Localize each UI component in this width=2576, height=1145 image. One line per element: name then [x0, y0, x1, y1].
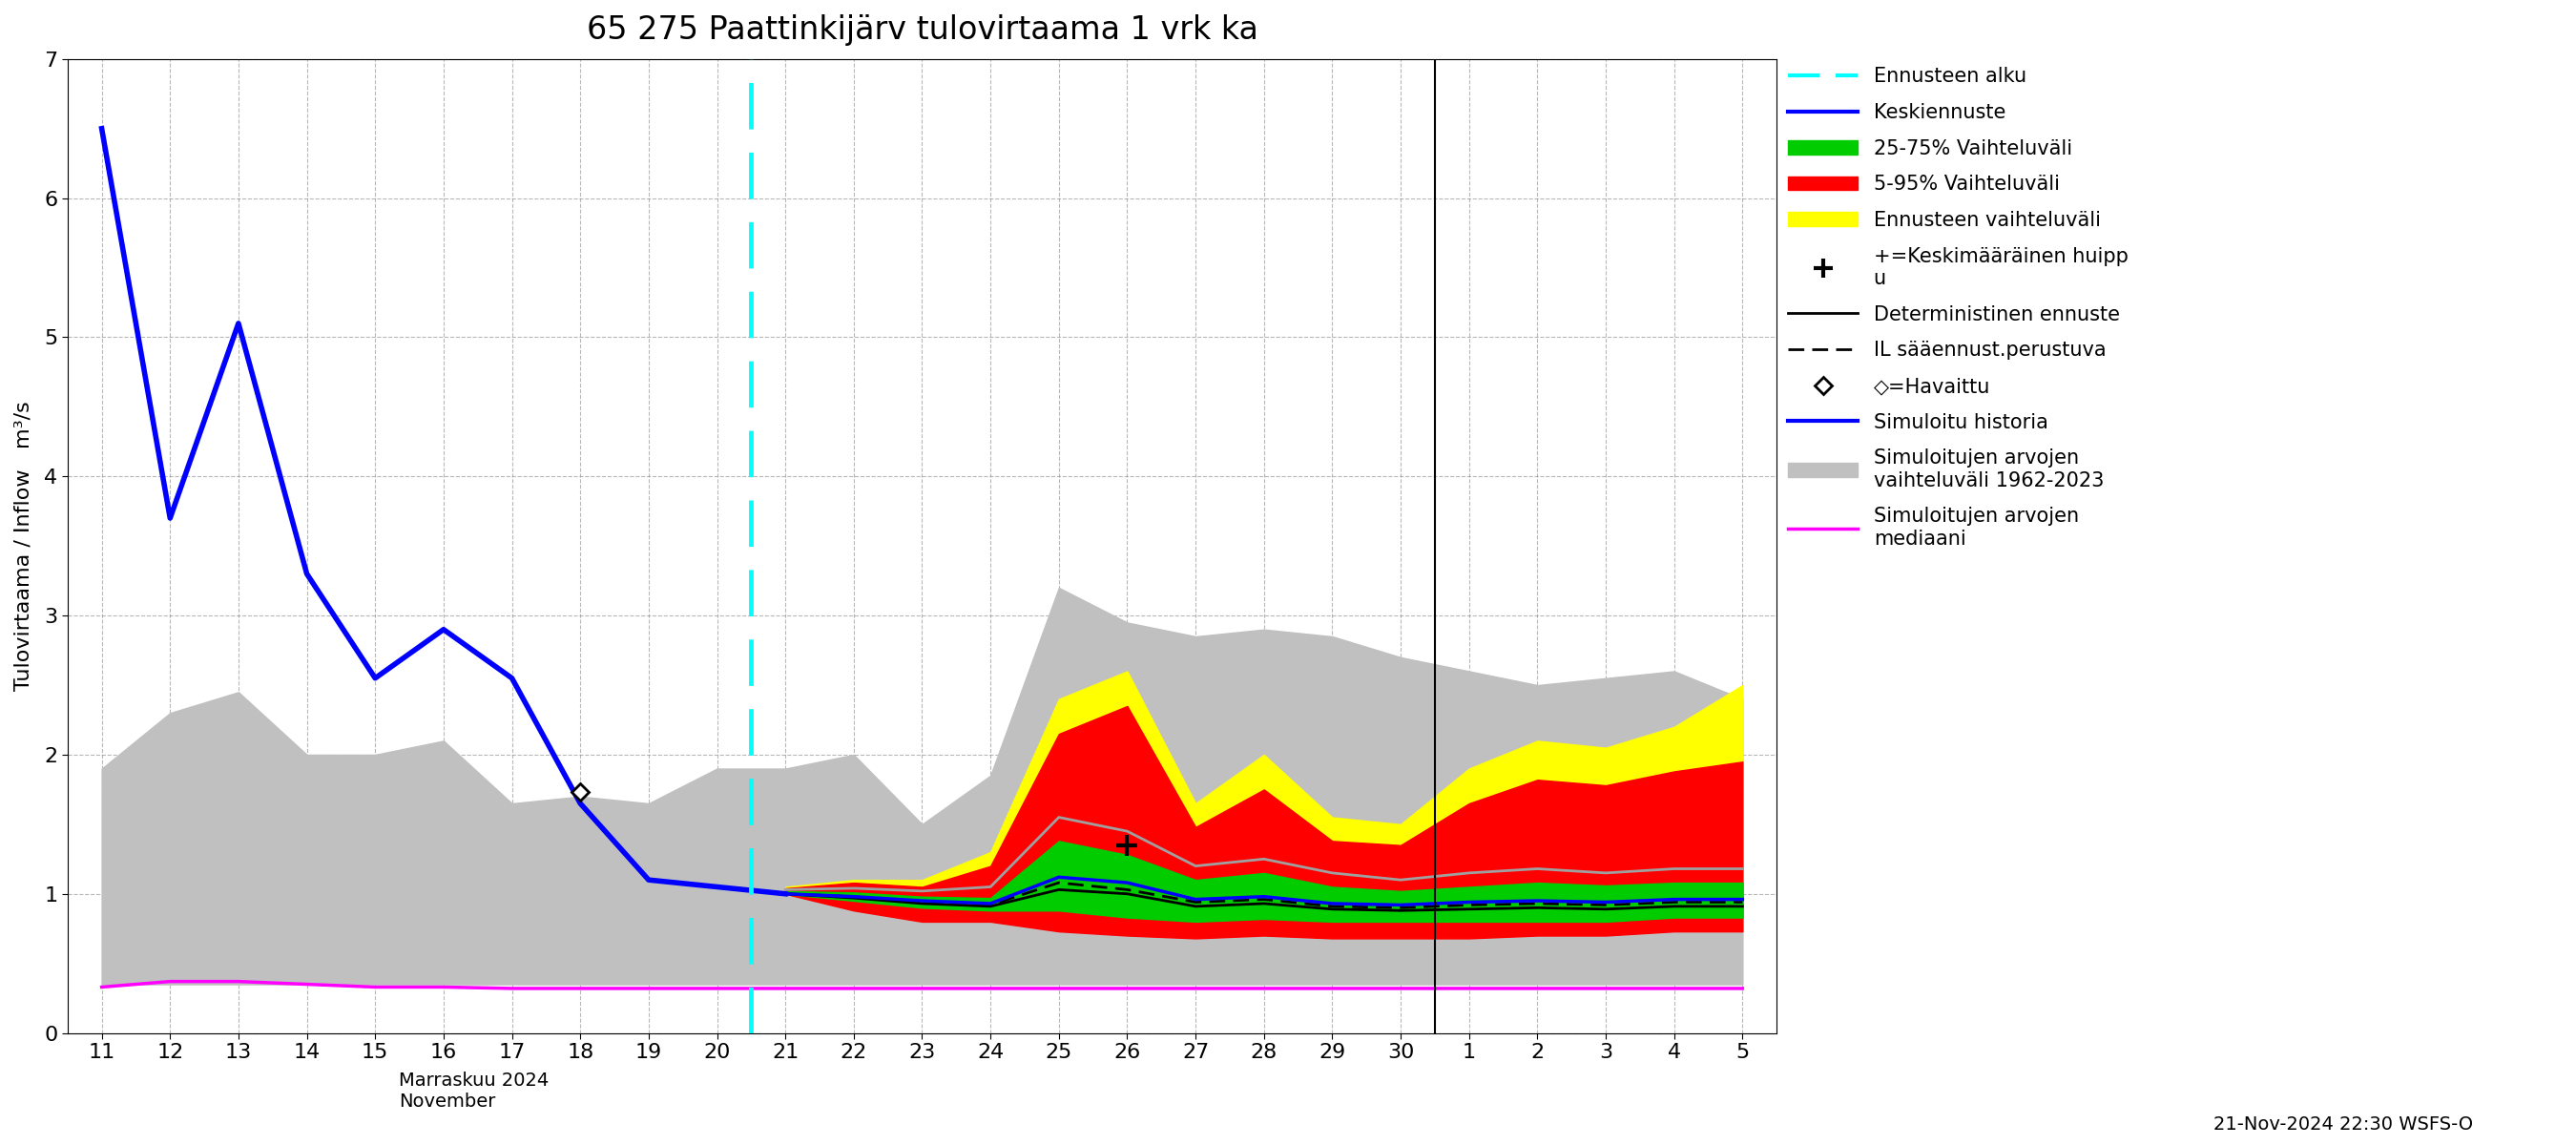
- Y-axis label: Tulovirtaama / Inflow   m³/s: Tulovirtaama / Inflow m³/s: [15, 401, 33, 690]
- Title: 65 275 Paattinkijärv tulovirtaama 1 vrk ka: 65 275 Paattinkijärv tulovirtaama 1 vrk …: [587, 14, 1257, 46]
- Text: Marraskuu 2024
November: Marraskuu 2024 November: [399, 1072, 549, 1111]
- Text: 21-Nov-2024 22:30 WSFS-O: 21-Nov-2024 22:30 WSFS-O: [2213, 1115, 2473, 1134]
- Legend: Ennusteen alku, Keskiennuste, 25-75% Vaihteluväli, 5-95% Vaihteluväli, Ennusteen: Ennusteen alku, Keskiennuste, 25-75% Vai…: [1780, 60, 2136, 556]
